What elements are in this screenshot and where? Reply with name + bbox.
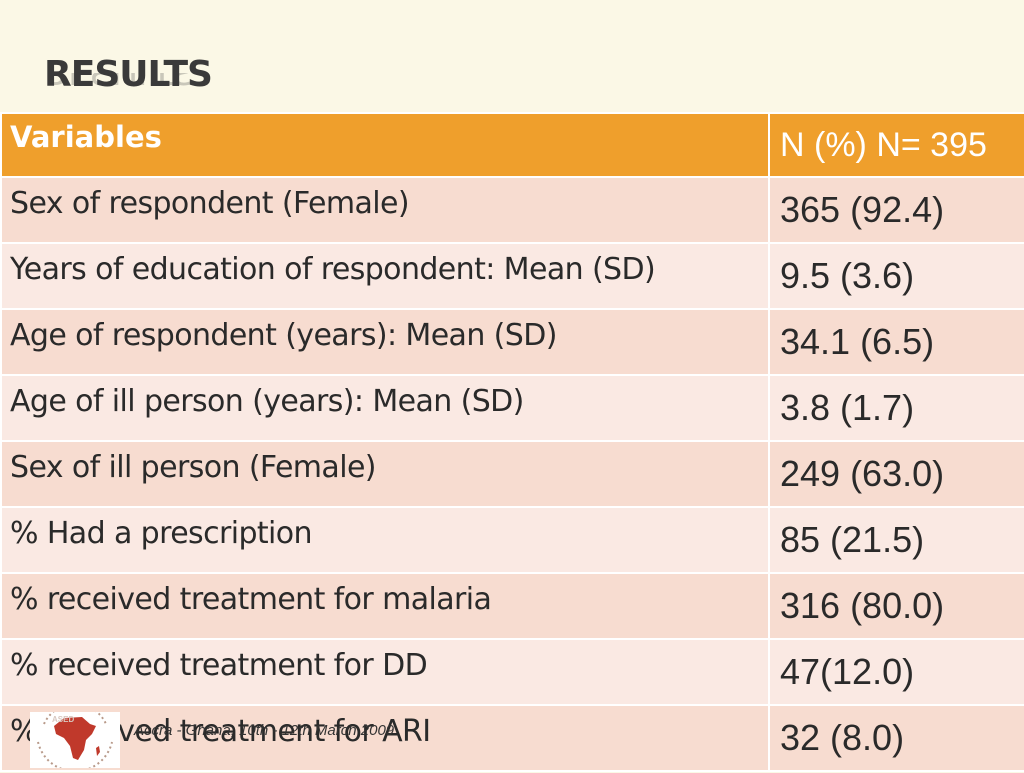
value-cell: 365 (92.4) [768, 176, 1024, 244]
value-cell: 316 (80.0) [768, 572, 1024, 640]
value-cell: 3.8 (1.7) [768, 374, 1024, 442]
slide-title: RESULTS [44, 54, 213, 95]
value-cell: 85 (21.5) [768, 506, 1024, 574]
header-n-percent: N (%) N= 395 [768, 112, 1024, 178]
variable-cell: Age of ill person (years): Mean (SD) [0, 374, 770, 442]
svg-text:ASED: ASED [52, 715, 74, 724]
variable-cell: Age of respondent (years): Mean (SD) [0, 308, 770, 376]
variable-cell: % received treatment for DD [0, 638, 770, 706]
table-row: Age of respondent (years): Mean (SD) 34.… [0, 308, 1024, 376]
table-row: Sex of ill person (Female) 249 (63.0) [0, 440, 1024, 508]
value-cell: 9.5 (3.6) [768, 242, 1024, 310]
variable-cell: Years of education of respondent: Mean (… [0, 242, 770, 310]
table-row: Years of education of respondent: Mean (… [0, 242, 1024, 310]
table-row: % Had a prescription 85 (21.5) [0, 506, 1024, 574]
variable-cell: Sex of ill person (Female) [0, 440, 770, 508]
table-row: Age of ill person (years): Mean (SD) 3.8… [0, 374, 1024, 442]
table-row: % received treatment for DD 47(12.0) [0, 638, 1024, 706]
value-cell: 34.1 (6.5) [768, 308, 1024, 376]
value-cell: 47(12.0) [768, 638, 1024, 706]
value-cell: 249 (63.0) [768, 440, 1024, 508]
value-cell: 32 (8.0) [768, 704, 1024, 772]
table-row: % received treatment for malaria 316 (80… [0, 572, 1024, 640]
variable-cell: % received treatment for malaria [0, 572, 770, 640]
results-table: Variables N (%) N= 395 Sex of respondent… [0, 112, 1024, 772]
footer-text: Accra - Ghana, 10th - 12th March 2009 [134, 722, 395, 739]
table-row: Sex of respondent (Female) 365 (92.4) [0, 176, 1024, 244]
header-variables: Variables [0, 112, 770, 178]
variable-cell: Sex of respondent (Female) [0, 176, 770, 244]
slide-title-reflection: RESULTS [44, 73, 194, 91]
conference-logo-icon: ASED [30, 703, 120, 773]
table-header-row: Variables N (%) N= 395 [0, 112, 1024, 178]
variable-cell: % Had a prescription [0, 506, 770, 574]
